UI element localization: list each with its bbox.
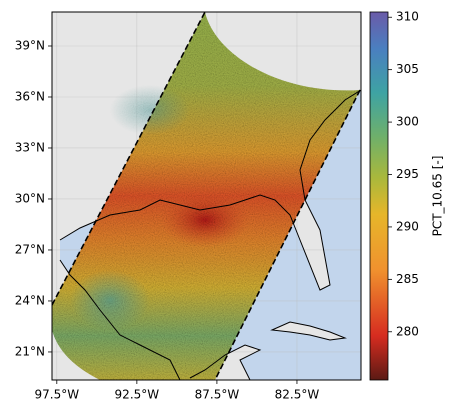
colorbar-tick-label: 305 <box>396 62 419 76</box>
colorbar-tick-label: 300 <box>396 115 419 129</box>
y-tick-label: 33°N <box>15 140 45 154</box>
map <box>52 12 361 380</box>
swath-feature <box>110 85 190 135</box>
x-tick-label: 97.5°W <box>35 388 80 402</box>
x-tick-label: 82.5°W <box>275 388 320 402</box>
swath-edge <box>52 12 361 380</box>
map-frame <box>51 11 362 381</box>
island <box>270 321 347 341</box>
y-tick-label: 39°N <box>15 38 45 52</box>
colorbar-label: PCT_10.65 [-] <box>431 156 445 237</box>
y-tick-label: 30°N <box>15 191 45 205</box>
x-tick-label: 92.5°W <box>115 388 160 402</box>
y-tick-label: 36°N <box>15 89 45 103</box>
colorbar-tick-label: 290 <box>396 219 419 233</box>
x-tick-label: 87.5°W <box>195 388 240 402</box>
y-tick-label: 24°N <box>15 293 45 307</box>
y-tick-label: 21°N <box>15 344 45 358</box>
y-tick-label: 27°N <box>15 242 45 256</box>
colorbar <box>369 11 389 381</box>
coastline <box>59 89 361 380</box>
colorbar-tick-label: 310 <box>396 10 419 24</box>
swath-feature <box>160 192 250 248</box>
colorbar-tick-label: 280 <box>396 324 419 338</box>
swath-feature <box>70 270 150 330</box>
colorbar-tick-label: 285 <box>396 272 419 286</box>
colorbar-tick-label: 295 <box>396 167 419 181</box>
